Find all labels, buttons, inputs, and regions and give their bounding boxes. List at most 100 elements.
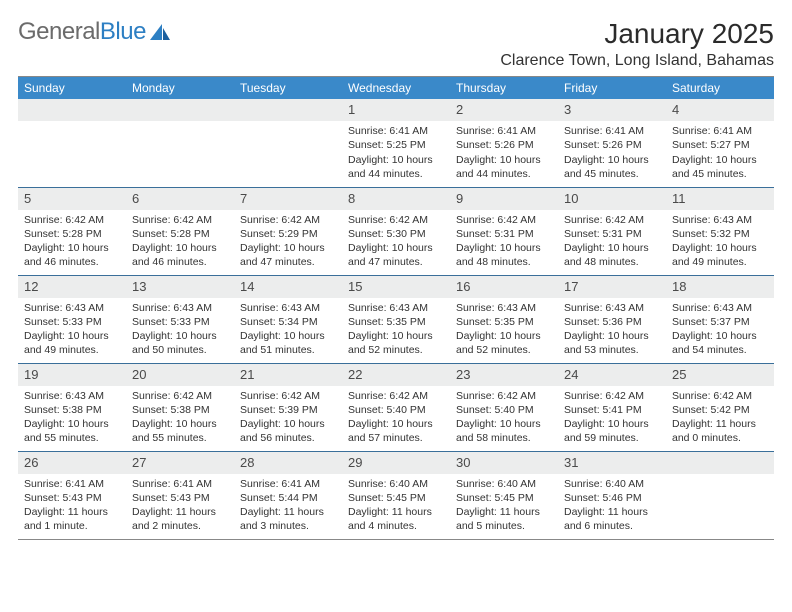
title-block: January 2025 Clarence Town, Long Island,…: [500, 18, 774, 70]
day-number: [126, 99, 234, 121]
calendar-week-row: 1Sunrise: 6:41 AMSunset: 5:25 PMDaylight…: [18, 99, 774, 187]
brand-logo: GeneralBlue: [18, 18, 174, 46]
day-details: Sunrise: 6:41 AMSunset: 5:26 PMDaylight:…: [450, 121, 558, 185]
calendar-day-cell: [234, 99, 342, 187]
calendar-day-cell: 6Sunrise: 6:42 AMSunset: 5:28 PMDaylight…: [126, 187, 234, 275]
calendar-day-cell: 18Sunrise: 6:43 AMSunset: 5:37 PMDayligh…: [666, 275, 774, 363]
day-details: Sunrise: 6:42 AMSunset: 5:41 PMDaylight:…: [558, 386, 666, 450]
calendar-day-cell: [18, 99, 126, 187]
day-number: 6: [126, 188, 234, 210]
day-of-week-header: Tuesday: [234, 77, 342, 100]
day-details: Sunrise: 6:43 AMSunset: 5:35 PMDaylight:…: [450, 298, 558, 362]
day-details: Sunrise: 6:41 AMSunset: 5:25 PMDaylight:…: [342, 121, 450, 185]
day-details: Sunrise: 6:42 AMSunset: 5:28 PMDaylight:…: [126, 210, 234, 274]
calendar-week-row: 19Sunrise: 6:43 AMSunset: 5:38 PMDayligh…: [18, 363, 774, 451]
calendar-day-cell: 29Sunrise: 6:40 AMSunset: 5:45 PMDayligh…: [342, 451, 450, 539]
day-details: Sunrise: 6:42 AMSunset: 5:42 PMDaylight:…: [666, 386, 774, 450]
day-details: Sunrise: 6:42 AMSunset: 5:29 PMDaylight:…: [234, 210, 342, 274]
calendar-day-cell: 2Sunrise: 6:41 AMSunset: 5:26 PMDaylight…: [450, 99, 558, 187]
calendar-day-cell: 1Sunrise: 6:41 AMSunset: 5:25 PMDaylight…: [342, 99, 450, 187]
calendar-day-cell: 21Sunrise: 6:42 AMSunset: 5:39 PMDayligh…: [234, 363, 342, 451]
calendar-day-cell: 8Sunrise: 6:42 AMSunset: 5:30 PMDaylight…: [342, 187, 450, 275]
calendar-day-cell: 23Sunrise: 6:42 AMSunset: 5:40 PMDayligh…: [450, 363, 558, 451]
brand-general: General: [18, 18, 100, 46]
day-details: Sunrise: 6:41 AMSunset: 5:27 PMDaylight:…: [666, 121, 774, 185]
day-number: 3: [558, 99, 666, 121]
calendar-day-cell: 13Sunrise: 6:43 AMSunset: 5:33 PMDayligh…: [126, 275, 234, 363]
day-number: 15: [342, 276, 450, 298]
day-number: 18: [666, 276, 774, 298]
day-details: Sunrise: 6:43 AMSunset: 5:33 PMDaylight:…: [18, 298, 126, 362]
day-details: Sunrise: 6:40 AMSunset: 5:46 PMDaylight:…: [558, 474, 666, 538]
day-details: Sunrise: 6:40 AMSunset: 5:45 PMDaylight:…: [342, 474, 450, 538]
day-number: 30: [450, 452, 558, 474]
day-number: 9: [450, 188, 558, 210]
day-details: Sunrise: 6:42 AMSunset: 5:28 PMDaylight:…: [18, 210, 126, 274]
day-number: 21: [234, 364, 342, 386]
day-number: 7: [234, 188, 342, 210]
day-details: Sunrise: 6:41 AMSunset: 5:26 PMDaylight:…: [558, 121, 666, 185]
day-number: 14: [234, 276, 342, 298]
day-number: 4: [666, 99, 774, 121]
day-number: 12: [18, 276, 126, 298]
calendar-day-cell: 4Sunrise: 6:41 AMSunset: 5:27 PMDaylight…: [666, 99, 774, 187]
day-number: 20: [126, 364, 234, 386]
day-details: Sunrise: 6:43 AMSunset: 5:38 PMDaylight:…: [18, 386, 126, 450]
day-details: Sunrise: 6:42 AMSunset: 5:40 PMDaylight:…: [450, 386, 558, 450]
calendar-day-cell: 15Sunrise: 6:43 AMSunset: 5:35 PMDayligh…: [342, 275, 450, 363]
calendar-week-row: 5Sunrise: 6:42 AMSunset: 5:28 PMDaylight…: [18, 187, 774, 275]
day-number: 10: [558, 188, 666, 210]
day-details: Sunrise: 6:42 AMSunset: 5:39 PMDaylight:…: [234, 386, 342, 450]
calendar-day-cell: [666, 451, 774, 539]
day-details: Sunrise: 6:43 AMSunset: 5:36 PMDaylight:…: [558, 298, 666, 362]
calendar-day-cell: 31Sunrise: 6:40 AMSunset: 5:46 PMDayligh…: [558, 451, 666, 539]
calendar-table: SundayMondayTuesdayWednesdayThursdayFrid…: [18, 76, 774, 540]
calendar-day-cell: 28Sunrise: 6:41 AMSunset: 5:44 PMDayligh…: [234, 451, 342, 539]
calendar-day-cell: 24Sunrise: 6:42 AMSunset: 5:41 PMDayligh…: [558, 363, 666, 451]
day-number: 29: [342, 452, 450, 474]
location-text: Clarence Town, Long Island, Bahamas: [500, 52, 774, 70]
calendar-day-cell: 27Sunrise: 6:41 AMSunset: 5:43 PMDayligh…: [126, 451, 234, 539]
calendar-day-cell: 11Sunrise: 6:43 AMSunset: 5:32 PMDayligh…: [666, 187, 774, 275]
day-number: 25: [666, 364, 774, 386]
calendar-day-cell: 20Sunrise: 6:42 AMSunset: 5:38 PMDayligh…: [126, 363, 234, 451]
calendar-day-cell: 17Sunrise: 6:43 AMSunset: 5:36 PMDayligh…: [558, 275, 666, 363]
day-details: Sunrise: 6:41 AMSunset: 5:44 PMDaylight:…: [234, 474, 342, 538]
month-title: January 2025: [500, 18, 774, 50]
day-of-week-header: Sunday: [18, 77, 126, 100]
day-number: 28: [234, 452, 342, 474]
calendar-day-cell: 12Sunrise: 6:43 AMSunset: 5:33 PMDayligh…: [18, 275, 126, 363]
day-of-week-header: Monday: [126, 77, 234, 100]
calendar-day-cell: 7Sunrise: 6:42 AMSunset: 5:29 PMDaylight…: [234, 187, 342, 275]
day-of-week-header: Friday: [558, 77, 666, 100]
day-details: Sunrise: 6:43 AMSunset: 5:33 PMDaylight:…: [126, 298, 234, 362]
day-details: Sunrise: 6:40 AMSunset: 5:45 PMDaylight:…: [450, 474, 558, 538]
day-number: 16: [450, 276, 558, 298]
day-of-week-row: SundayMondayTuesdayWednesdayThursdayFrid…: [18, 77, 774, 100]
calendar-day-cell: [126, 99, 234, 187]
day-of-week-header: Thursday: [450, 77, 558, 100]
day-number: 19: [18, 364, 126, 386]
day-details: Sunrise: 6:42 AMSunset: 5:38 PMDaylight:…: [126, 386, 234, 450]
day-details: Sunrise: 6:43 AMSunset: 5:32 PMDaylight:…: [666, 210, 774, 274]
day-number: 1: [342, 99, 450, 121]
calendar-day-cell: 3Sunrise: 6:41 AMSunset: 5:26 PMDaylight…: [558, 99, 666, 187]
day-details: Sunrise: 6:41 AMSunset: 5:43 PMDaylight:…: [18, 474, 126, 538]
calendar-day-cell: 10Sunrise: 6:42 AMSunset: 5:31 PMDayligh…: [558, 187, 666, 275]
day-number: 2: [450, 99, 558, 121]
day-number: 22: [342, 364, 450, 386]
day-details: Sunrise: 6:42 AMSunset: 5:40 PMDaylight:…: [342, 386, 450, 450]
brand-blue: Blue: [100, 18, 146, 46]
day-details: Sunrise: 6:43 AMSunset: 5:35 PMDaylight:…: [342, 298, 450, 362]
day-number: 27: [126, 452, 234, 474]
day-number: 23: [450, 364, 558, 386]
day-number: 8: [342, 188, 450, 210]
day-number: 24: [558, 364, 666, 386]
day-number: 26: [18, 452, 126, 474]
day-of-week-header: Saturday: [666, 77, 774, 100]
day-number: 31: [558, 452, 666, 474]
day-details: Sunrise: 6:42 AMSunset: 5:30 PMDaylight:…: [342, 210, 450, 274]
calendar-day-cell: 16Sunrise: 6:43 AMSunset: 5:35 PMDayligh…: [450, 275, 558, 363]
calendar-day-cell: 22Sunrise: 6:42 AMSunset: 5:40 PMDayligh…: [342, 363, 450, 451]
calendar-day-cell: 9Sunrise: 6:42 AMSunset: 5:31 PMDaylight…: [450, 187, 558, 275]
